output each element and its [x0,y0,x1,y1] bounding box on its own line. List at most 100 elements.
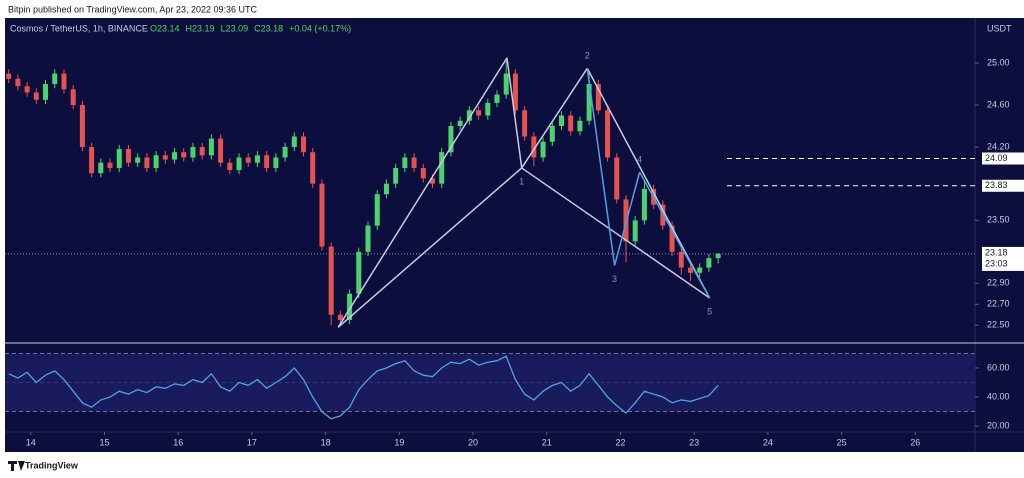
candle-body [669,225,675,252]
candle-body [245,157,251,163]
legend-value: O23.14 [150,23,180,33]
candle-body [503,73,509,95]
y-tick-label: 25.00 [987,57,1010,67]
candle-body [393,167,399,184]
y-tick-label: 24.60 [987,99,1010,109]
candle-body [466,110,472,121]
candle-body [236,157,242,171]
footer-logo: TradingView [8,460,79,471]
last-price-bg [982,246,1024,271]
legend-value: L23.09 [221,23,249,33]
x-tick-label: 16 [173,437,183,447]
candle-body [33,92,39,100]
candle-body [706,258,712,268]
candle-body [135,157,141,163]
x-tick-label: 21 [542,437,552,447]
x-tick-label: 18 [321,437,331,447]
level-label-bg [982,179,1024,192]
pattern-line [337,167,523,328]
x-tick-label: 14 [26,437,36,447]
candle-body [181,152,187,158]
logo-mark [8,461,25,471]
last-price-label: 23.18 [985,247,1008,257]
brand-name: TradingView [25,460,79,470]
candle-body [457,120,463,126]
candle-body [595,84,601,111]
candle-body [365,225,371,252]
pattern-line [521,167,711,299]
candle-body [439,152,445,184]
candle-body [282,146,288,158]
candle-body [531,136,537,158]
candle-body [540,141,546,158]
candle-body [568,115,574,132]
candle-body [43,84,49,100]
publisher-line: Bitpin published on TradingView.com, Apr… [8,4,257,14]
candle-body [697,267,703,273]
currency-label: USDT [987,23,1012,33]
x-tick-label: 26 [910,437,920,447]
y-tick-label: 40.00 [987,391,1010,401]
legend-value: +0.04 (+0.17%) [289,23,351,33]
candle-body [402,157,408,168]
legend-value: C23.18 [254,23,283,33]
candle-body [420,167,426,179]
candle-body [24,86,30,93]
pattern-label: 2 [585,51,590,61]
candle-body [15,78,21,87]
candle-body [605,110,611,158]
y-tick-label: 20.00 [987,420,1010,430]
candle-body [614,157,620,200]
candle-body [52,73,58,85]
pattern-label: 4 [637,155,642,165]
candle-body [476,110,482,116]
y-tick-label: 23.50 [987,215,1010,225]
candle-body [172,152,178,160]
candle-body [494,94,500,103]
y-tick-label: 60.00 [987,362,1010,372]
candle-body [577,120,583,132]
x-tick-label: 25 [837,437,847,447]
candle-body [254,155,260,163]
candle-body [328,246,334,315]
x-tick-label: 15 [99,437,109,447]
level-label: 23.83 [985,180,1008,190]
x-tick-label: 24 [763,437,773,447]
x-tick-label: 19 [394,437,404,447]
candle-body [144,157,150,168]
candle-body [61,73,67,90]
candle-body [430,178,436,184]
candle-body [79,105,85,147]
level-label: 24.09 [985,153,1008,163]
y-tick-label: 22.50 [987,320,1010,330]
candle-body [485,102,491,116]
candle-body [347,293,353,320]
candle-body [383,183,389,195]
candle-body [264,155,270,168]
pattern-label: 1 [519,176,524,186]
level-label-bg [982,152,1024,165]
rsi-line [8,355,719,420]
symbol-legend: Cosmos / TetherUS, 1h, BINANCE [10,23,148,33]
countdown-label: 23:03 [985,258,1008,268]
pattern-line [638,171,711,299]
candle-body [558,115,564,126]
candle-body [107,162,113,168]
pattern-line [586,67,711,299]
candle-body [448,126,454,153]
pattern-label: 3 [612,274,617,284]
pattern-line [337,57,508,328]
candle-body [337,314,343,320]
candle-body [116,149,122,168]
candle-body [374,194,380,226]
x-tick-label: 22 [615,437,625,447]
candle-body [273,157,279,168]
y-tick-label: 22.90 [987,278,1010,288]
candle-body [632,220,638,242]
candle-body [125,149,131,163]
candle-body [227,162,233,171]
candle-body [586,84,592,121]
candle-body [70,89,76,106]
